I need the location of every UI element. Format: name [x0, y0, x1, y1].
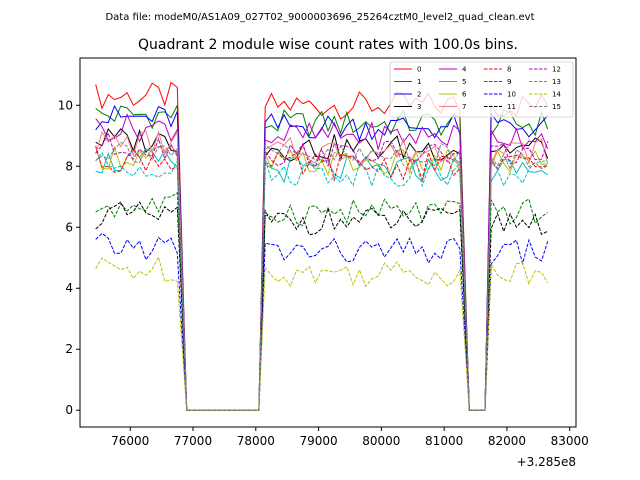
series-line-15: [95, 141, 548, 411]
legend-label-14: 14: [552, 91, 561, 99]
x-tick-label: 81000: [425, 434, 463, 448]
legend-box: [389, 61, 574, 118]
x-tick-label: 83000: [551, 434, 589, 448]
x-tick-label: 77000: [174, 434, 212, 448]
axes-frame: [79, 57, 577, 428]
axis-ticks: 76000 77000 78000 79000 80000 81000 82000 83000…: [58, 98, 589, 448]
y-tick-label: 4: [65, 281, 73, 295]
legend-label-12: 12: [552, 66, 561, 74]
series-line-10: [95, 232, 549, 411]
y-tick-label: 10: [58, 98, 73, 112]
legend-label-15: 15: [552, 103, 561, 111]
legend-label-3: 3: [417, 103, 421, 111]
legend-label-11: 11: [507, 103, 516, 111]
legend-label-7: 7: [462, 103, 466, 111]
x-tick-label: 79000: [299, 434, 337, 448]
data-file-suptitle: Data file: modeM0/AS1A09_027T02_90000036…: [105, 12, 534, 23]
legend-label-1: 1: [417, 78, 421, 86]
x-tick-label: 82000: [488, 434, 526, 448]
legend-label-13: 13: [552, 78, 561, 86]
x-offset-label: +3.285e8: [517, 455, 576, 469]
y-tick-label: 2: [65, 342, 73, 356]
y-tick-label: 0: [65, 403, 73, 417]
chart-title: Quadrant 2 module wise count rates with …: [138, 37, 518, 53]
legend-label-6: 6: [462, 91, 467, 99]
x-tick-label: 78000: [237, 434, 275, 448]
legend-label-2: 2: [417, 91, 421, 99]
x-tick-label: 76000: [111, 434, 149, 448]
legend-label-9: 9: [507, 78, 511, 86]
legend-label-5: 5: [462, 78, 466, 86]
y-tick-label: 8: [65, 159, 73, 173]
plot-lines: [95, 81, 549, 411]
y-tick-label: 6: [65, 220, 73, 234]
series-line-13: [95, 151, 548, 411]
legend-label-10: 10: [507, 91, 516, 99]
legend-label-8: 8: [507, 66, 511, 74]
x-tick-label: 80000: [362, 434, 400, 448]
legend-label-0: 0: [417, 66, 421, 74]
legend-label-4: 4: [462, 66, 467, 74]
